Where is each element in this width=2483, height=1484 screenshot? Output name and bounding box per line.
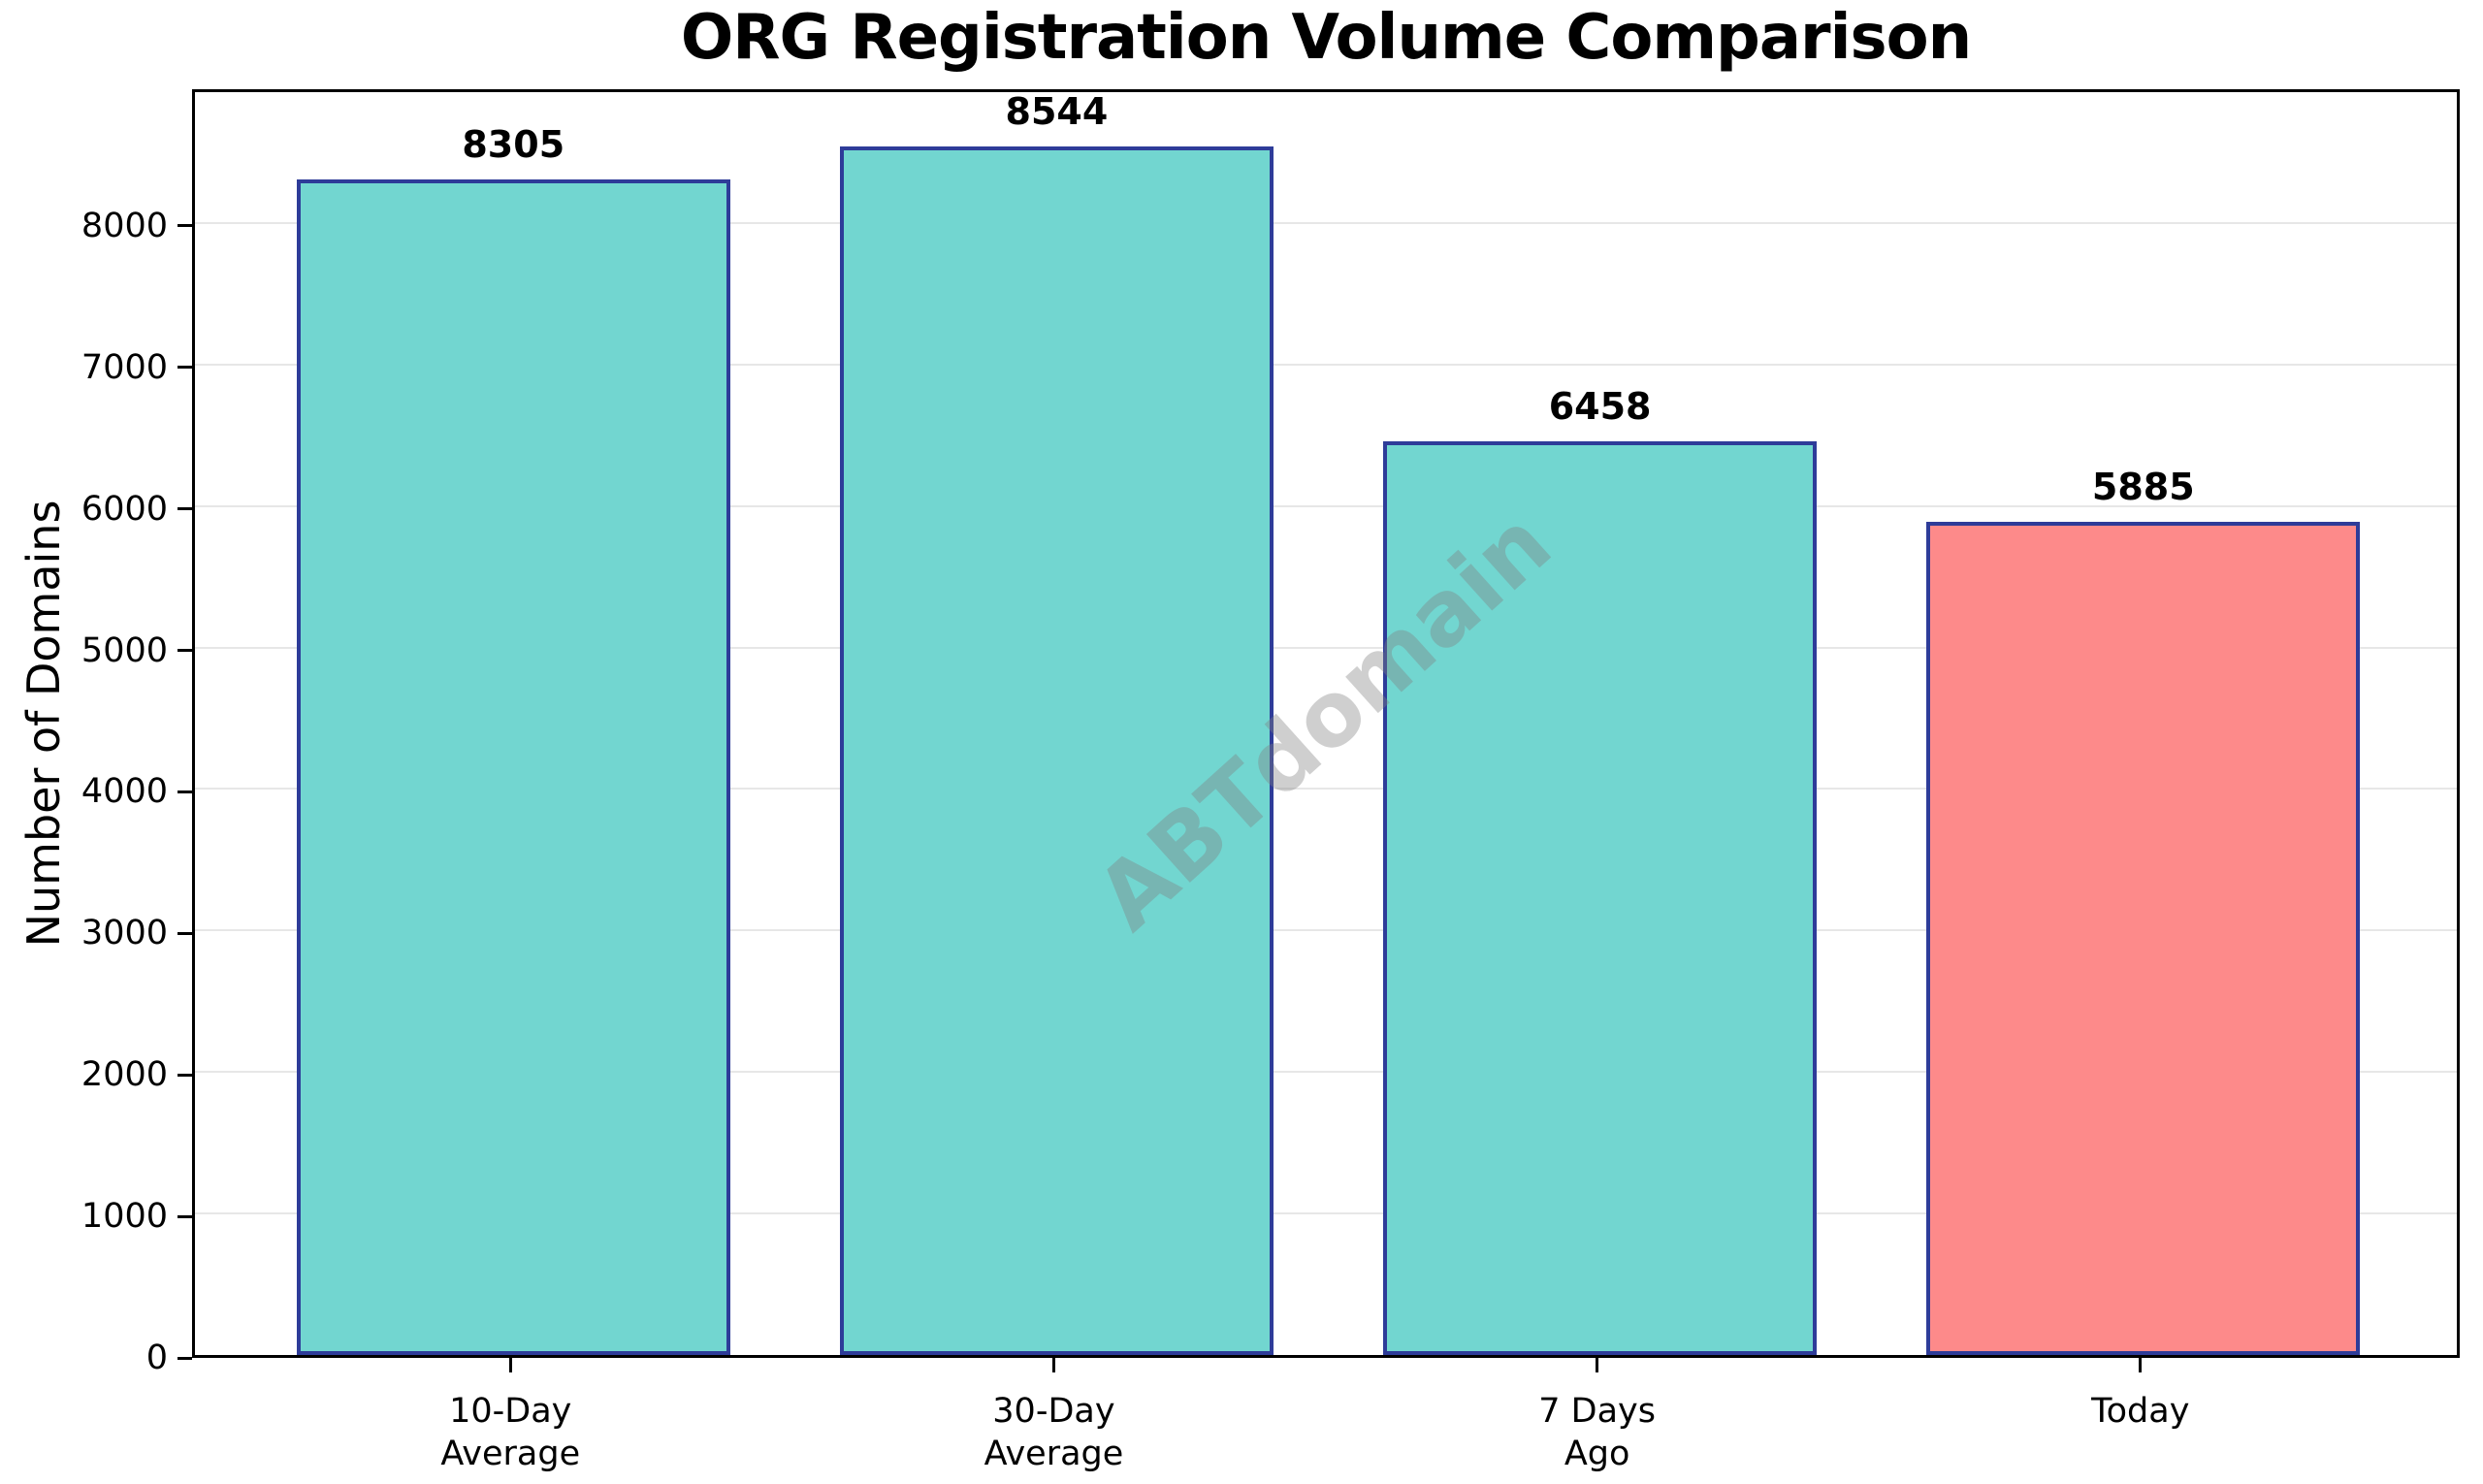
gridline-y-7000 bbox=[195, 363, 2457, 366]
bar-value-label: 8305 bbox=[462, 123, 565, 167]
bar-30-day-average bbox=[839, 145, 1274, 1355]
y-tick-label-2000: 2000 bbox=[81, 1055, 168, 1095]
x-tick-mark-0 bbox=[508, 1358, 512, 1372]
gridline-y-2000 bbox=[195, 1071, 2457, 1074]
y-tick-mark-6000 bbox=[177, 507, 192, 511]
x-tick-mark-3 bbox=[2139, 1358, 2143, 1372]
x-tick-label-0: 10-Day Average bbox=[440, 1392, 581, 1473]
gridline-y-6000 bbox=[195, 504, 2457, 507]
y-tick-label-7000: 7000 bbox=[81, 347, 168, 387]
x-tick-mark-2 bbox=[1596, 1358, 1599, 1372]
bar-value-label: 6458 bbox=[1548, 384, 1652, 428]
y-tick-mark-5000 bbox=[177, 649, 192, 653]
gridline-y-5000 bbox=[195, 646, 2457, 649]
y-tick-label-0: 0 bbox=[145, 1339, 168, 1377]
bar-10-day-average bbox=[296, 179, 730, 1355]
x-tick-mark-1 bbox=[1051, 1358, 1055, 1372]
bar-today bbox=[1926, 522, 2361, 1355]
y-tick-label-3000: 3000 bbox=[81, 914, 168, 953]
bar-value-label: 5885 bbox=[2091, 466, 2195, 509]
x-tick-label-1: 30-Day Average bbox=[984, 1392, 1124, 1473]
y-tick-mark-8000 bbox=[177, 224, 192, 228]
gridline-y-1000 bbox=[195, 1212, 2457, 1215]
y-tick-mark-2000 bbox=[177, 1073, 192, 1077]
gridline-y-4000 bbox=[195, 788, 2457, 790]
gridline-y-3000 bbox=[195, 929, 2457, 932]
y-tick-mark-7000 bbox=[177, 366, 192, 370]
y-tick-label-5000: 5000 bbox=[81, 630, 168, 670]
y-tick-mark-0 bbox=[177, 1356, 192, 1360]
x-tick-label-3: Today bbox=[2091, 1392, 2190, 1431]
bar-value-label: 8544 bbox=[1005, 89, 1109, 133]
y-tick-label-1000: 1000 bbox=[81, 1197, 168, 1237]
y-tick-label-4000: 4000 bbox=[81, 772, 168, 812]
y-axis-title: Number of Domains bbox=[17, 500, 70, 948]
y-tick-label-6000: 6000 bbox=[81, 489, 168, 529]
y-tick-mark-3000 bbox=[177, 931, 192, 935]
chart-title: ORG Registration Volume Comparison bbox=[680, 2, 1972, 74]
gridline-y-8000 bbox=[195, 221, 2457, 224]
y-tick-mark-1000 bbox=[177, 1214, 192, 1218]
plot-area: 8305 8544 6458 5885 ABTdomain bbox=[192, 89, 2460, 1358]
y-tick-mark-4000 bbox=[177, 790, 192, 793]
y-tick-label-8000: 8000 bbox=[81, 206, 168, 245]
bar-7-days-ago bbox=[1383, 440, 1818, 1355]
x-tick-label-2: 7 Days Ago bbox=[1538, 1392, 1656, 1473]
